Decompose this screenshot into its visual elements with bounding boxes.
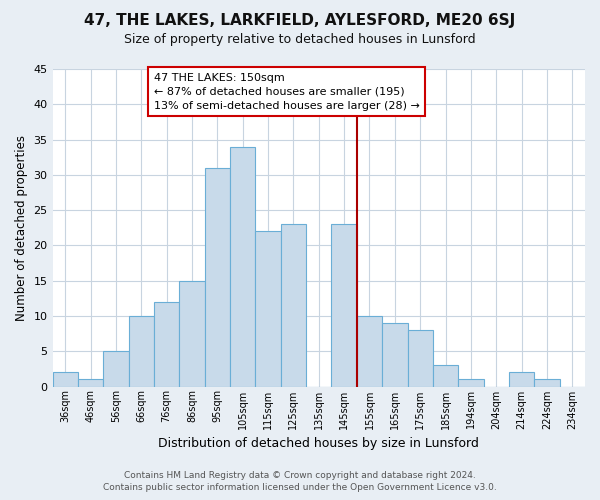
Bar [357,316,382,386]
Y-axis label: Number of detached properties: Number of detached properties [15,135,28,321]
Bar [154,302,179,386]
X-axis label: Distribution of detached houses by size in Lunsford: Distribution of detached houses by size … [158,437,479,450]
Text: 47 THE LAKES: 150sqm
← 87% of detached houses are smaller (195)
13% of semi-deta: 47 THE LAKES: 150sqm ← 87% of detached h… [154,72,420,110]
Bar [179,280,205,386]
Bar [458,380,484,386]
Bar [433,366,458,386]
Bar [407,330,433,386]
Bar [382,323,407,386]
Bar [128,316,154,386]
Bar [230,146,256,386]
Bar [509,372,534,386]
Bar [534,380,560,386]
Bar [78,380,103,386]
Bar [256,232,281,386]
Text: Contains HM Land Registry data © Crown copyright and database right 2024.
Contai: Contains HM Land Registry data © Crown c… [103,471,497,492]
Bar [331,224,357,386]
Text: Size of property relative to detached houses in Lunsford: Size of property relative to detached ho… [124,32,476,46]
Bar [103,351,128,386]
Bar [205,168,230,386]
Bar [281,224,306,386]
Bar [53,372,78,386]
Text: 47, THE LAKES, LARKFIELD, AYLESFORD, ME20 6SJ: 47, THE LAKES, LARKFIELD, AYLESFORD, ME2… [85,12,515,28]
